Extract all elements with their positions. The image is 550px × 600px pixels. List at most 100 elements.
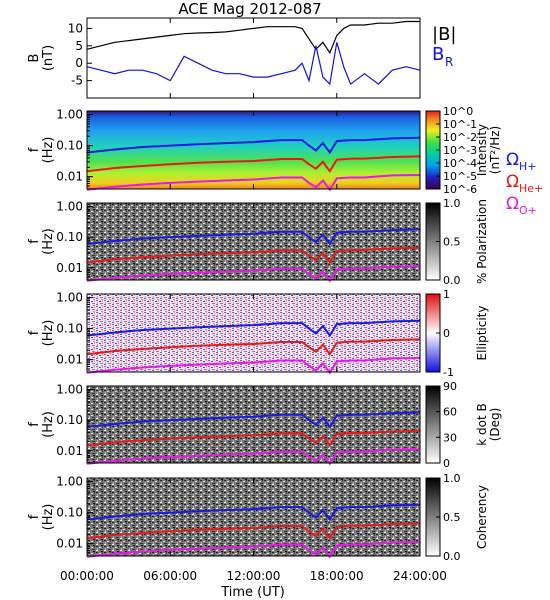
- colorbar-tick-label: 10^-4: [443, 157, 477, 170]
- colorbar-tick-label: 10^-3: [443, 144, 477, 157]
- ylabel-unit: (Hz): [41, 320, 56, 347]
- xtick-label: 24:00:00: [393, 569, 447, 583]
- gyro-line-he: [86, 155, 421, 173]
- gyro-line-h: [86, 136, 421, 155]
- xtick-label: 06:00:00: [143, 569, 197, 583]
- panel-k-dot-b: 1.00 0.10 0.01 f (Hz) 90 60 30 0 k dot B (Deg): [27, 380, 502, 470]
- gyro-line-h: [86, 228, 421, 246]
- colorbar-label: k dot B: [475, 403, 489, 445]
- ytick-label: 0.01: [56, 261, 83, 275]
- ytick-label: 0.01: [56, 353, 83, 367]
- colorbar-label: % Polarization: [475, 199, 489, 284]
- chart-title: ACE Mag 2012-087: [178, 0, 321, 18]
- gyro-line-o: [86, 541, 421, 559]
- spectrogram-image: [87, 386, 420, 463]
- colorbar: [425, 385, 441, 464]
- legend-gyro-sub: H+: [519, 160, 537, 173]
- ytick-label: 0.01: [56, 537, 83, 551]
- xtick-label: 18:00:00: [310, 569, 364, 583]
- spectrogram-image: [87, 203, 420, 280]
- b-ylabel: B: [27, 54, 42, 63]
- ylabel: f: [27, 239, 42, 244]
- ytick-label: 0.10: [56, 506, 83, 520]
- gyro-line-he: [86, 522, 421, 540]
- ylabel: f: [27, 330, 42, 335]
- gyro-line-o: [86, 174, 421, 192]
- legend-gyro-sub: He+: [519, 182, 543, 195]
- legend-gyro-symbol: Ω: [506, 150, 519, 170]
- gyro-line-h: [86, 319, 421, 338]
- colorbar-unit: (Deg): [488, 408, 502, 442]
- gyro-line-he: [86, 338, 421, 356]
- gyro-line-he: [86, 429, 421, 448]
- ytick-label: 0.10: [56, 413, 83, 427]
- gyro-line-o: [86, 357, 421, 375]
- colorbar-tick-label: 90: [443, 380, 457, 393]
- legend-gyro-symbol: Ω: [506, 172, 519, 192]
- ytick-label: 0.01: [56, 170, 83, 184]
- ytick-label: 1.00: [56, 108, 83, 122]
- spectrogram-image: [87, 111, 420, 189]
- xtick-label: 12:00:00: [227, 569, 281, 583]
- legend-gyro-sub: O+: [519, 204, 537, 217]
- colorbar-tick-label: 1.0: [443, 197, 461, 210]
- panel-ellipticity: 1.00 0.10 0.01 f (Hz) 1 0 -1 Ellipticity: [27, 288, 489, 379]
- ytick-label: 1.00: [56, 291, 83, 305]
- colorbar-label: Ellipticity: [475, 306, 489, 361]
- gyro-line-he: [86, 246, 421, 265]
- colorbar-tick-label: 0: [443, 327, 450, 340]
- ytick-label: 0.10: [56, 322, 83, 336]
- colorbar-tick-label: 10^-2: [443, 131, 477, 144]
- colorbar-tick-label: 0: [443, 457, 450, 470]
- colorbar-unit: (nT²/Hz): [488, 126, 502, 174]
- ytick-label: 1.00: [56, 382, 83, 396]
- colorbar-tick-label: 0.5: [443, 236, 461, 249]
- ylabel-unit: (Hz): [41, 228, 56, 255]
- gyro-line-h: [86, 503, 421, 522]
- spectrogram-image: [87, 294, 420, 372]
- ylabel: f: [27, 422, 42, 427]
- colorbar-label: Intensity: [475, 124, 489, 176]
- ylabel: f: [27, 147, 42, 152]
- ylabel-unit: (Hz): [41, 137, 56, 164]
- colorbar-tick-label: 10^-6: [443, 183, 477, 196]
- ytick-label: 0.10: [56, 139, 83, 153]
- colorbar-tick-label: 10^-1: [443, 118, 477, 131]
- b-ytick-label: 5: [75, 39, 83, 53]
- ylabel-unit: (Hz): [41, 411, 56, 438]
- panel-intensity: 1.000.100.01f (Hz)10^010^-110^-210^-310^-…: [27, 105, 502, 196]
- series-line-btotal: [86, 20, 420, 55]
- ylabel: f: [27, 514, 42, 519]
- colorbar-tick-label: 10^-5: [443, 170, 477, 183]
- gyro-line-o: [86, 448, 421, 466]
- colorbar-tick-label: 30: [443, 431, 457, 444]
- xtick-label: 00:00:00: [60, 569, 114, 583]
- colorbar-tick-label: 60: [443, 406, 457, 419]
- b-ylabel-unit: (nT): [41, 45, 56, 71]
- colorbar-tick-label: 1: [443, 288, 450, 301]
- panel-coherency: 1.00 0.10 0.01 f (Hz) 1.0 0.5 0.0 Coherency: [27, 472, 489, 563]
- panel-polarization: 1.00 0.10 0.01 f (Hz) 1.0 0.5 0.0 % Polarization: [27, 197, 489, 287]
- colorbar-tick-label: 0.0: [443, 550, 461, 563]
- ytick-label: 0.10: [56, 230, 83, 244]
- gyro-line-o: [86, 265, 421, 283]
- ytick-label: 1.00: [56, 199, 83, 213]
- b-ytick-label: 0: [75, 56, 83, 70]
- colorbar-tick-label: -1: [443, 366, 454, 379]
- x-axis-label: Time (UT): [220, 585, 285, 600]
- b-ytick-label: -5: [71, 74, 83, 88]
- legend-btotal: |B|: [432, 24, 456, 45]
- panel-magnetic-field: 10 5 0 -5 B (nT) |B| B R: [27, 17, 456, 99]
- panel-b-frame: [86, 17, 421, 99]
- ylabel-unit: (Hz): [41, 504, 56, 531]
- ytick-label: 1.00: [56, 475, 83, 489]
- spectrogram-image: [87, 478, 420, 556]
- colorbar-tick-label: 1.0: [443, 472, 461, 485]
- legend-br-sub: R: [445, 55, 453, 69]
- colorbar-tick-label: 0.0: [443, 274, 461, 287]
- legend-br: B: [432, 44, 444, 65]
- legend-gyro-symbol: Ω: [506, 194, 519, 214]
- series-line-br: [86, 42, 421, 86]
- colorbar-tick-label: 0.5: [443, 511, 461, 524]
